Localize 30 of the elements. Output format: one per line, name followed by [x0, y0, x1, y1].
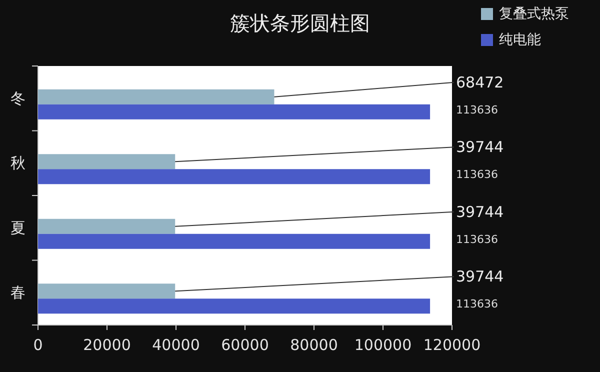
- data-label: 113636: [456, 103, 498, 116]
- data-label: 68472: [456, 73, 504, 92]
- data-label: 113636: [456, 168, 498, 182]
- y-tick-label: 秋: [10, 154, 26, 172]
- y-tick-label: 春: [10, 284, 26, 302]
- data-label: 39744: [456, 138, 504, 156]
- bar: [38, 169, 430, 184]
- x-tick-label: 80000: [290, 336, 338, 354]
- x-tick-label: 0: [33, 336, 43, 354]
- data-label: 39744: [456, 202, 504, 221]
- data-label: 113636: [456, 232, 498, 246]
- y-tick-label: 冬: [10, 89, 26, 108]
- legend-label: 纯电能: [499, 32, 541, 48]
- bar: [38, 284, 176, 299]
- y-tick-label: 夏: [10, 218, 26, 237]
- bar: [38, 104, 430, 120]
- legend-label: 复叠式热泵: [499, 6, 569, 22]
- bar: [38, 298, 430, 314]
- x-tick-label: 60000: [221, 336, 269, 354]
- chart-title: 簇状条形圆柱图: [230, 11, 370, 35]
- data-label: 39744: [456, 268, 504, 286]
- bar: [38, 234, 430, 249]
- bar: [38, 89, 274, 104]
- x-tick-label: 120000: [423, 336, 481, 354]
- x-tick-label: 100000: [354, 336, 412, 354]
- bar: [38, 218, 176, 234]
- bar: [38, 154, 176, 170]
- x-tick-label: 40000: [152, 336, 200, 354]
- data-label: 113636: [456, 298, 498, 311]
- x-tick-label: 20000: [83, 336, 131, 354]
